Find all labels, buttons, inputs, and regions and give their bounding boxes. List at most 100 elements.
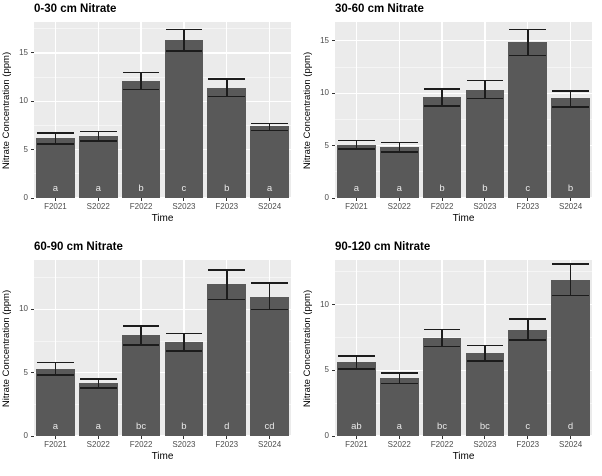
- bar-letter: c: [525, 421, 531, 432]
- y-tick-mark: [332, 92, 335, 94]
- error-bar-cap-bottom: [251, 129, 288, 132]
- bar-letter: b: [224, 183, 230, 194]
- gridline-minor: [34, 403, 291, 405]
- y-tick-label: 10: [320, 88, 329, 98]
- error-bar-cap-top: [251, 122, 288, 125]
- x-tick-mark: [183, 436, 185, 439]
- x-tick-mark: [183, 198, 185, 201]
- bar: [121, 81, 161, 198]
- gridline-major: [335, 435, 592, 437]
- error-bar-cap-bottom: [122, 344, 160, 346]
- error-bar-stem: [355, 355, 358, 369]
- y-tick-label: 5: [324, 140, 329, 150]
- bar-letter: a: [266, 183, 273, 194]
- bar: [164, 342, 204, 436]
- bar: [465, 353, 505, 436]
- error-bar-cap-top: [338, 355, 375, 357]
- error-bar-cap-top: [423, 88, 461, 90]
- error-bar-stem: [226, 79, 228, 97]
- gridline-vertical: [97, 260, 99, 436]
- error-bar-stem: [484, 80, 486, 99]
- x-tick-label: S2023: [473, 440, 497, 449]
- bar-letter: b: [138, 183, 144, 194]
- y-tick-mark: [332, 40, 335, 42]
- y-tick-mark: [31, 149, 34, 151]
- y-tick-label: 10: [19, 304, 28, 314]
- gridline-vertical: [355, 260, 357, 436]
- x-tick-mark: [484, 436, 486, 439]
- error-bar-cap-top: [552, 90, 589, 92]
- x-tick-mark: [97, 198, 99, 201]
- y-axis-title: Nitrate Concentration (ppm): [302, 289, 313, 407]
- error-bar-stem: [569, 263, 572, 296]
- gridline-minor: [34, 173, 291, 175]
- gridline-vertical: [97, 22, 99, 198]
- error-bar-cap-bottom: [165, 50, 203, 52]
- gridline-vertical: [398, 260, 400, 436]
- error-bar-cap-bottom: [122, 88, 160, 91]
- bar: [337, 144, 376, 198]
- y-tick-label: 0: [23, 193, 28, 202]
- error-bar-cap-bottom: [509, 339, 547, 341]
- error-bar-stem: [441, 329, 443, 347]
- bar: [78, 136, 118, 198]
- y-tick-mark: [332, 145, 335, 147]
- bar: [508, 329, 548, 436]
- bar-letter: a: [95, 183, 101, 194]
- x-tick-label: S2022: [387, 202, 411, 211]
- gridline-minor: [335, 337, 592, 338]
- error-bar-stem: [183, 333, 185, 352]
- x-tick-mark: [269, 198, 271, 201]
- x-tick-label: F2023: [516, 202, 540, 211]
- chart-nitrate-60-90: 60-90 cm Nitrate Nitrate Concentration (…: [0, 238, 301, 476]
- error-bar-stem: [97, 379, 99, 388]
- gridline-major: [34, 308, 291, 310]
- bar: [422, 97, 462, 198]
- error-bar-cap-bottom: [380, 151, 418, 153]
- error-bar-stem: [527, 319, 529, 341]
- y-tick-mark: [332, 197, 335, 199]
- x-tick-mark: [441, 198, 443, 201]
- x-tick-label: S2023: [172, 440, 196, 449]
- gridline-major: [335, 304, 592, 306]
- error-bar-cap-top: [208, 78, 246, 80]
- x-tick-mark: [54, 436, 56, 439]
- error-bar-stem: [183, 29, 185, 51]
- x-tick-label: S2024: [559, 440, 583, 449]
- y-tick-mark: [31, 197, 34, 199]
- gridline-minor: [34, 125, 291, 126]
- bar-letter: bc: [136, 421, 147, 432]
- gridline-major: [34, 149, 291, 151]
- x-tick-label: F2023: [215, 440, 239, 449]
- error-bar-stem: [140, 325, 142, 345]
- y-axis-title: Nitrate Concentration (ppm): [1, 289, 12, 407]
- y-tick-mark: [332, 435, 335, 437]
- x-tick-label: S2022: [387, 440, 411, 449]
- x-tick-label: F2023: [516, 440, 540, 449]
- y-axis-title: Nitrate Concentration (ppm): [302, 51, 313, 169]
- gridline-minor: [335, 66, 592, 68]
- x-axis-title: Time: [151, 213, 174, 224]
- error-bar-cap-bottom: [423, 105, 461, 107]
- error-bar-stem: [54, 133, 57, 144]
- gridline-major: [335, 197, 592, 199]
- error-bar-cap-top: [165, 28, 203, 31]
- error-bar-stem: [398, 372, 400, 384]
- error-bar-cap-top: [79, 130, 117, 133]
- error-bar-cap-bottom: [208, 95, 246, 98]
- bar-letter: a: [52, 183, 59, 194]
- x-tick-label: S2023: [473, 202, 497, 211]
- error-bar-cap-bottom: [251, 308, 288, 311]
- error-bar-cap-top: [423, 328, 461, 331]
- gridline-vertical: [355, 22, 357, 198]
- bar: [551, 279, 590, 436]
- error-bar-stem: [569, 91, 572, 107]
- error-bar-cap-bottom: [338, 148, 375, 150]
- bar-letter: a: [95, 421, 101, 432]
- bar-letter: ab: [351, 421, 362, 432]
- plot-panel: ab a bc bc c d: [335, 260, 592, 437]
- gridline-major: [335, 92, 592, 94]
- error-bar-cap-top: [552, 263, 589, 265]
- y-tick-label: 0: [324, 431, 329, 440]
